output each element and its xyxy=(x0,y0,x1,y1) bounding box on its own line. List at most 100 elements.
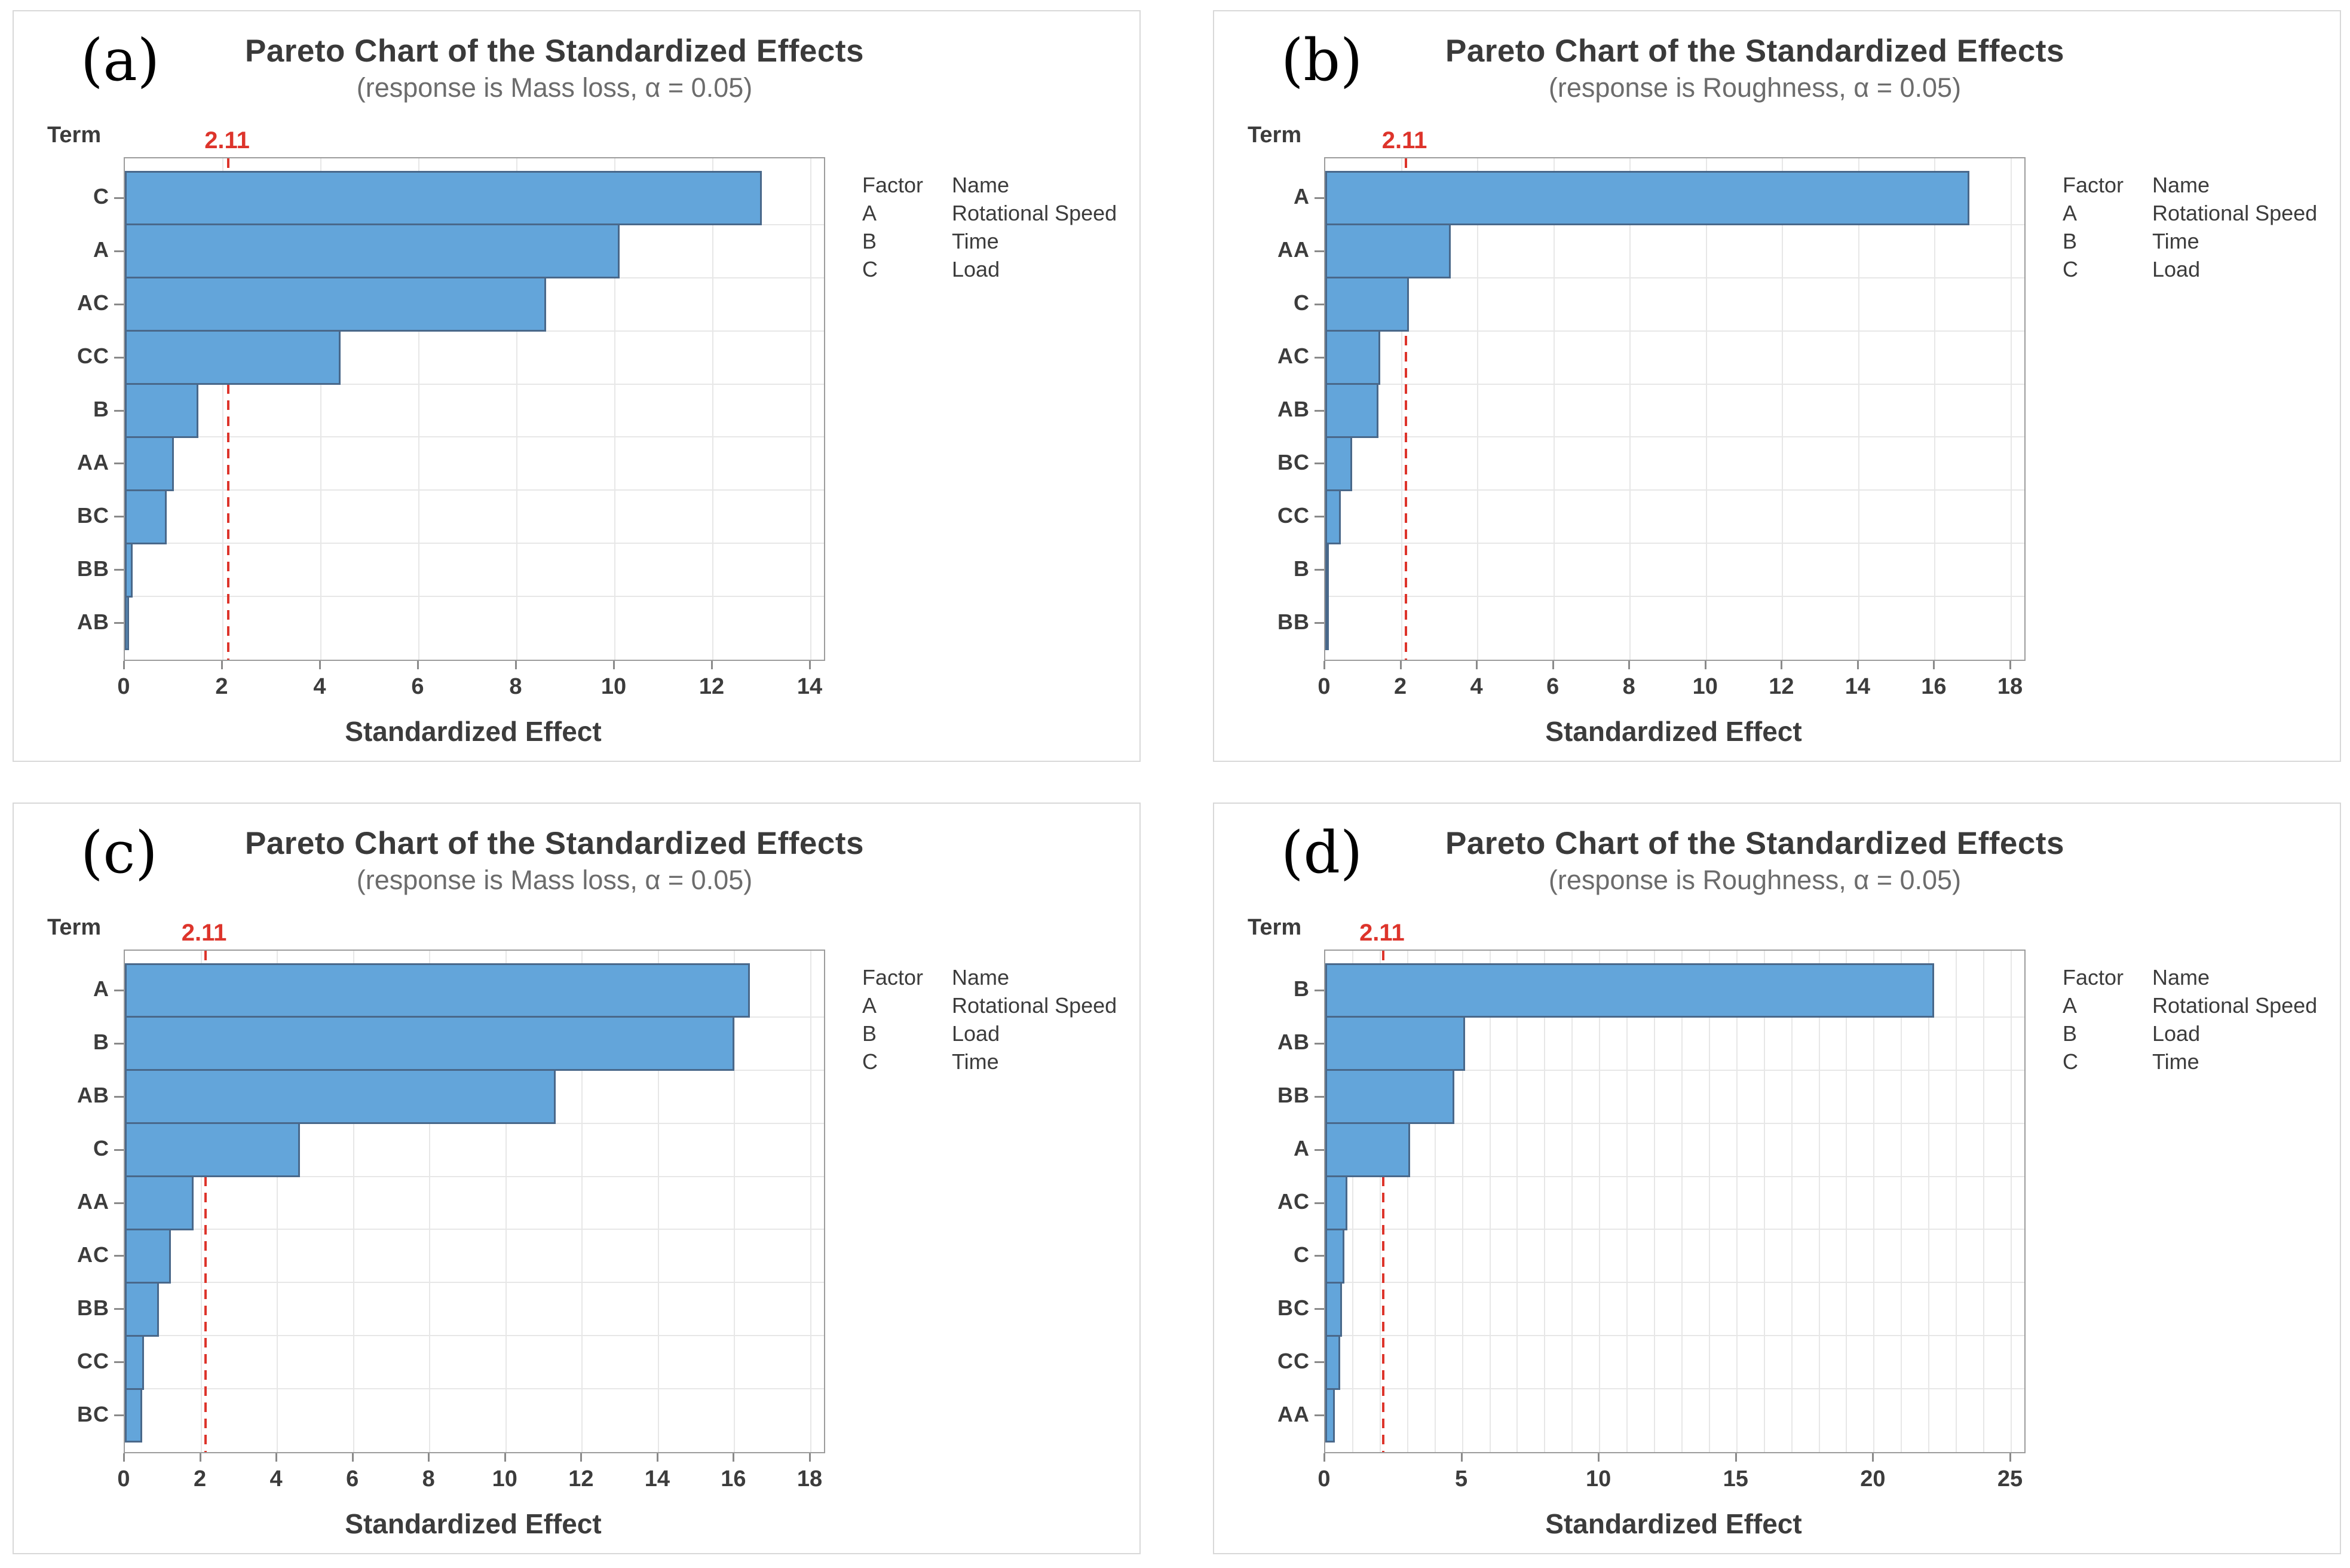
bar-C xyxy=(1325,1228,1345,1284)
pareto-panel-d: (d) Pareto Chart of the Standardized Eff… xyxy=(1213,803,2341,1554)
bar-C xyxy=(1325,277,1410,332)
x-tick-label: 12 xyxy=(698,674,725,699)
legend-name: Load xyxy=(2152,1021,2201,1046)
y-tick-mark xyxy=(1315,1149,1324,1151)
x-axis-title: Standardized Effect xyxy=(1545,1508,1802,1539)
legend-header-factor: Factor xyxy=(2063,173,2124,197)
x-tick-mark xyxy=(809,661,811,669)
x-tick-mark xyxy=(656,1453,658,1462)
legend-factor-B: B xyxy=(862,1021,877,1046)
x-tick-label: 15 xyxy=(1723,1466,1748,1492)
pareto-panel-b: (b) Pareto Chart of the Standardized Eff… xyxy=(1213,10,2341,762)
gridline xyxy=(1901,951,1902,1452)
row-gridline xyxy=(1325,1175,2024,1177)
term-label-A: A xyxy=(93,976,109,1002)
term-label-AB: AB xyxy=(77,609,109,634)
gridline xyxy=(1782,158,1784,660)
bar-BC xyxy=(1325,1281,1342,1337)
row-gridline xyxy=(125,1282,824,1284)
term-label-BB: BB xyxy=(1277,1083,1310,1108)
x-tick-label: 14 xyxy=(644,1466,670,1492)
bar-A xyxy=(125,963,750,1018)
row-gridline xyxy=(125,1175,824,1177)
gridline xyxy=(222,158,223,660)
x-tick-mark xyxy=(275,1453,278,1462)
x-tick-label: 10 xyxy=(1692,674,1718,699)
legend-header-factor: Factor xyxy=(862,965,924,990)
y-tick-mark xyxy=(1315,1361,1324,1364)
x-tick-label: 6 xyxy=(346,1466,359,1492)
legend-name: Load xyxy=(2152,257,2201,281)
x-tick-label: 14 xyxy=(796,674,823,699)
reference-line xyxy=(1381,951,1384,1452)
x-tick-label: 16 xyxy=(1921,674,1947,699)
reference-line xyxy=(1404,158,1407,660)
y-axis-title: Term xyxy=(47,122,102,148)
row-gridline xyxy=(1325,277,2024,278)
panel-letter: (d) xyxy=(1281,819,1363,886)
gridline xyxy=(1708,951,1710,1452)
row-gridline xyxy=(1325,1335,2024,1337)
gridline xyxy=(429,951,431,1452)
term-label-BC: BC xyxy=(1277,1295,1310,1320)
y-tick-mark xyxy=(1315,356,1324,359)
gridline xyxy=(1626,951,1628,1452)
y-tick-mark xyxy=(114,1202,124,1204)
reference-line-label: 2.11 xyxy=(204,127,250,154)
row-gridline xyxy=(125,1335,824,1337)
gridline xyxy=(516,158,517,660)
x-tick-mark xyxy=(1628,661,1631,669)
gridline xyxy=(1629,158,1631,660)
gridline xyxy=(320,158,321,660)
y-tick-mark xyxy=(114,1361,124,1364)
term-label-CC: CC xyxy=(1277,503,1310,528)
term-label-C: C xyxy=(93,184,109,209)
x-tick-label: 8 xyxy=(509,674,522,699)
gridline xyxy=(1858,158,1859,660)
chart-title: Pareto Chart of the Standardized Effects xyxy=(244,826,864,861)
x-tick-mark xyxy=(319,661,321,669)
y-tick-mark xyxy=(114,1149,124,1151)
y-tick-mark xyxy=(1315,1095,1324,1098)
gridline xyxy=(734,951,736,1452)
term-label-AA: AA xyxy=(1277,1401,1310,1426)
y-tick-mark xyxy=(114,1255,124,1257)
term-label-BB: BB xyxy=(77,556,109,581)
y-tick-mark xyxy=(114,569,124,571)
gridline xyxy=(1873,951,1875,1452)
reference-line-label: 2.11 xyxy=(181,920,227,946)
term-label-CC: CC xyxy=(77,1348,109,1373)
factor-legend: Factor Name A Rotational Speed B Time C Load xyxy=(862,173,1117,285)
bar-AB xyxy=(1325,1016,1466,1071)
gridline xyxy=(1553,158,1555,660)
row-gridline xyxy=(1325,330,2024,332)
x-tick-mark xyxy=(123,1453,125,1462)
x-tick-label: 6 xyxy=(1546,674,1559,699)
x-axis-title: Standardized Effect xyxy=(345,716,602,747)
x-tick-label: 12 xyxy=(568,1466,594,1492)
y-tick-mark xyxy=(1315,250,1324,252)
legend-factor-A: A xyxy=(862,201,877,225)
term-label-AB: AB xyxy=(77,1083,109,1108)
term-label-AC: AC xyxy=(77,290,109,316)
y-tick-mark xyxy=(114,516,124,518)
y-tick-mark xyxy=(1315,1042,1324,1045)
x-tick-label: 2 xyxy=(215,674,228,699)
gridline xyxy=(200,951,202,1452)
bar-AB xyxy=(1325,383,1379,438)
x-tick-mark xyxy=(809,1453,811,1462)
row-gridline xyxy=(1325,489,2024,491)
term-label-AB: AB xyxy=(1277,397,1310,421)
gridline xyxy=(657,951,659,1452)
y-tick-mark xyxy=(114,409,124,412)
row-gridline xyxy=(125,543,824,544)
legend-header-name: Name xyxy=(952,173,1010,197)
y-tick-mark xyxy=(1315,1308,1324,1310)
legend-name: Rotational Speed xyxy=(2152,993,2318,1018)
x-tick-mark xyxy=(504,1453,506,1462)
gridline xyxy=(1477,158,1479,660)
x-tick-label: 4 xyxy=(313,674,326,699)
plot-area xyxy=(114,950,825,1453)
legend-header-name: Name xyxy=(2152,173,2210,197)
